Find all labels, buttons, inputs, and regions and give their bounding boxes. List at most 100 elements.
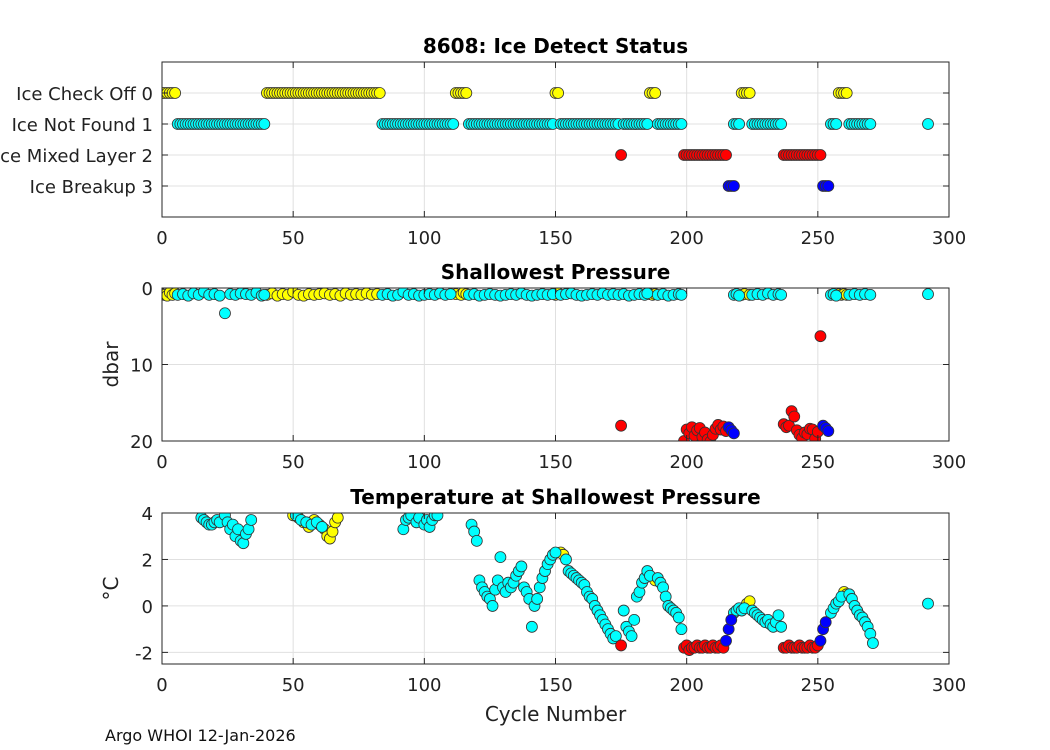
pressure-point-cyan — [213, 289, 226, 302]
ice-status-point-cyan — [864, 118, 877, 130]
pressure-point-cyan — [444, 288, 457, 301]
ice-status-point-yellow — [460, 87, 473, 99]
temperature-point-blue — [720, 634, 732, 647]
ice-status-ytick-label: Ice Breakup 3 — [30, 177, 153, 198]
pressure-point-cyan — [641, 288, 654, 300]
pressure-markers — [162, 288, 934, 441]
temperature-point-cyan — [625, 630, 638, 643]
temperature-point-cyan — [494, 551, 507, 564]
temperature-point-cyan — [531, 593, 544, 605]
ice-detect-status-axes: 0 50 100 150 200 250 300 Ice Breakup 3 Ice Mixed… — [0, 34, 966, 249]
ice-status-xtick-label: 250 — [801, 228, 835, 249]
pressure-xtick-label: 100 — [407, 452, 441, 473]
temperature-point-cyan — [922, 597, 934, 610]
temperature-point-cyan — [515, 560, 528, 573]
temperature-point-blue — [814, 634, 827, 647]
pressure-ylabel: dbar — [99, 341, 123, 388]
temperature-point-cyan — [675, 623, 688, 636]
temperature-point-cyan — [775, 620, 788, 633]
ice-status-point-cyan — [922, 118, 934, 130]
ice-status-ytick-label: Ice Mixed Layer 2 — [0, 146, 153, 167]
temperature-point-cyan — [549, 546, 562, 559]
pressure-ytick-label: 0 — [142, 279, 153, 300]
ice-status-point-cyan — [258, 118, 271, 130]
temperature-ytick-label: 2 — [142, 550, 153, 571]
pressure-point-cyan — [675, 288, 688, 301]
temperature-point-cyan — [245, 514, 258, 526]
pressure-xtick-label: 300 — [932, 452, 966, 473]
pressure-point-cyan — [922, 288, 934, 301]
temperature-xtick-label: 0 — [156, 675, 167, 696]
pressure-point-cyan — [864, 288, 877, 301]
temperature-ytick-label: -2 — [135, 643, 153, 664]
pressure-point-blue — [822, 425, 835, 437]
temperature-point-cyan — [772, 609, 785, 622]
temperature-xtick-label: 150 — [538, 675, 572, 696]
ice-status-xtick-label: 50 — [282, 228, 305, 249]
temperature-xlabel: Cycle Number — [485, 702, 627, 726]
ice-status-point-blue — [727, 180, 740, 192]
ice-status-xtick-label: 300 — [932, 228, 966, 249]
ice-status-point-cyan — [733, 118, 746, 130]
ice-status-xtick-label: 150 — [538, 228, 572, 249]
ice-status-point-cyan — [775, 118, 788, 130]
ice-status-point-red — [814, 149, 827, 161]
temperature-point-cyan — [609, 630, 622, 643]
ice-status-point-cyan — [830, 118, 843, 130]
ice-status-point-red — [615, 149, 627, 161]
pressure-xtick-label: 200 — [669, 452, 703, 473]
pressure-point-blue — [727, 427, 740, 440]
temperature-markers — [195, 513, 934, 656]
pressure-point-red — [615, 419, 627, 432]
pressure-point-red — [788, 410, 801, 423]
ice-status-xtick-label: 100 — [407, 228, 441, 249]
temperature-ytick-label: 4 — [142, 504, 153, 525]
pressure-ytick-label: 10 — [130, 356, 153, 377]
ice-status-title: 8608: Ice Detect Status — [423, 34, 688, 58]
ice-status-ytick-label: Ice Check Off 0 — [16, 84, 153, 105]
ice-status-point-yellow — [743, 87, 756, 99]
temperature-point-cyan — [560, 553, 572, 566]
shallowest-pressure-axes: 0 50 100 150 200 250 300 0 10 20 Shallowest Pressu… — [99, 260, 966, 473]
temperature-point-cyan — [486, 600, 499, 612]
temperature-ytick-label: 0 — [142, 597, 153, 618]
temperature-point-blue — [819, 616, 832, 629]
temperature-title: Temperature at Shallowest Pressure — [350, 485, 760, 509]
pressure-xtick-label: 50 — [282, 452, 305, 473]
temperature-point-cyan — [617, 604, 630, 617]
ice-status-point-yellow — [169, 87, 182, 99]
pressure-xtick-label: 150 — [538, 452, 572, 473]
ice-status-markers — [162, 87, 934, 192]
temperature-xtick-label: 300 — [932, 675, 966, 696]
pressure-point-cyan — [219, 307, 231, 320]
pressure-xtick-label: 250 — [801, 452, 835, 473]
ice-status-point-yellow — [840, 87, 853, 99]
temperature-point-yellow — [331, 513, 344, 524]
temperature-point-blue — [725, 613, 738, 626]
ice-status-point-cyan — [641, 118, 654, 130]
ice-status-point-cyan — [675, 118, 688, 130]
ice-status-point-yellow — [373, 87, 386, 99]
pressure-point-cyan — [775, 288, 788, 301]
pressure-point-red — [814, 330, 827, 343]
temperature-point-red — [615, 639, 627, 652]
temperature-point-cyan — [431, 513, 444, 522]
pressure-xtick-label: 0 — [156, 452, 167, 473]
footer-credit: Argo WHOI 12-Jan-2026 — [105, 726, 296, 745]
ice-status-point-yellow — [649, 87, 662, 99]
temperature-xtick-label: 50 — [282, 675, 305, 696]
temperature-point-cyan — [628, 613, 641, 626]
ice-status-point-blue — [822, 180, 835, 192]
temperature-point-cyan — [525, 620, 538, 633]
temperature-point-cyan — [470, 534, 483, 547]
ice-status-point-red — [720, 149, 732, 161]
pressure-ytick-label: 20 — [130, 432, 153, 453]
pressure-point-cyan — [733, 289, 746, 302]
temperature-point-cyan — [867, 637, 879, 649]
ice-status-point-yellow — [552, 87, 565, 99]
temperature-xtick-label: 100 — [407, 675, 441, 696]
ice-status-xtick-label: 0 — [156, 228, 167, 249]
temperature-point-cyan — [672, 611, 685, 624]
ice-status-ytick-label: Ice Not Found 1 — [12, 115, 153, 136]
